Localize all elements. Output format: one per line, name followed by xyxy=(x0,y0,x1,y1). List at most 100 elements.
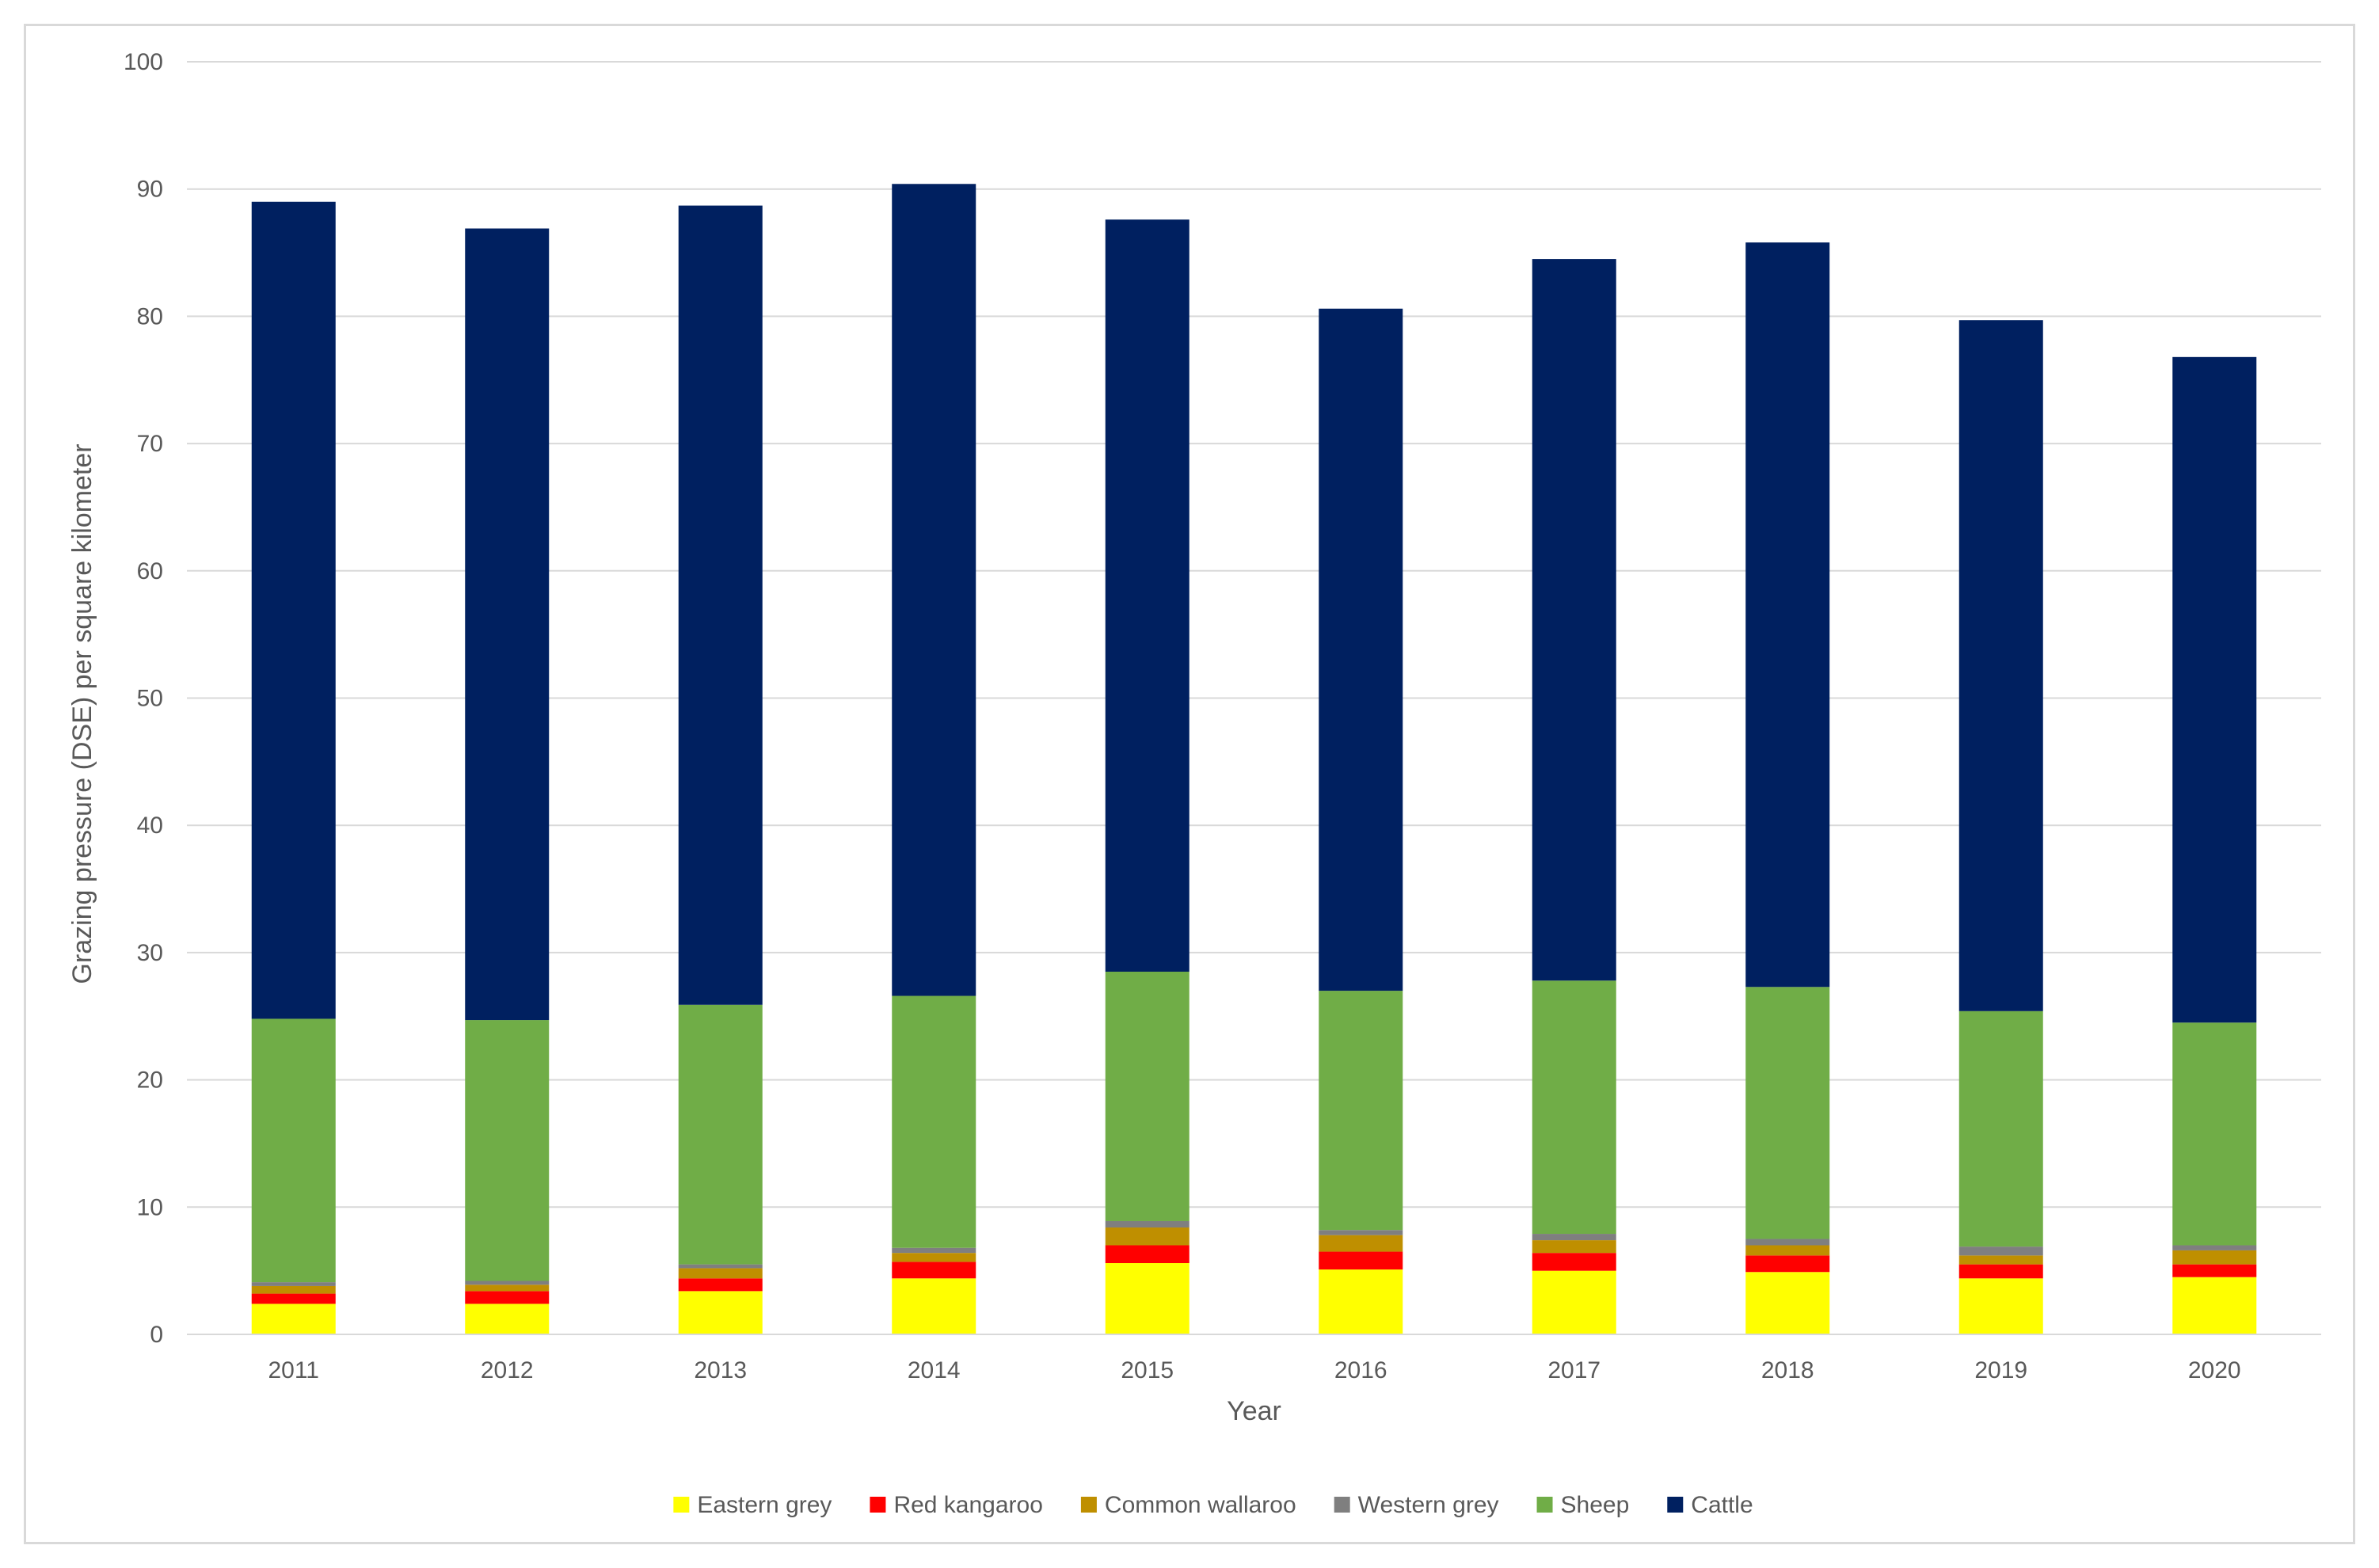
bar-common-wallaroo-2012 xyxy=(465,1284,550,1292)
bars xyxy=(251,184,2257,1334)
bar-eastern-grey-2018 xyxy=(1745,1272,1830,1334)
bar-common-wallaroo-2017 xyxy=(1532,1240,1616,1254)
bar-common-wallaroo-2013 xyxy=(678,1268,763,1279)
bar-western-grey-2011 xyxy=(251,1282,336,1286)
bar-red-kangaroo-2018 xyxy=(1745,1255,1830,1273)
bar-sheep-2018 xyxy=(1745,987,1830,1239)
y-axis-title: Grazing pressure (DSE) per square kilome… xyxy=(67,443,97,984)
bar-sheep-2015 xyxy=(1105,972,1190,1221)
legend-label-western-grey: Western grey xyxy=(1358,1492,1499,1518)
bar-western-grey-2017 xyxy=(1532,1234,1616,1241)
x-tick-label-2011: 2011 xyxy=(268,1357,319,1383)
legend-item-common-wallaroo: Common wallaroo xyxy=(1080,1492,1296,1518)
bar-cattle-2016 xyxy=(1319,308,1403,991)
y-tick-label-10: 10 xyxy=(137,1194,163,1220)
bar-western-grey-2013 xyxy=(678,1264,763,1269)
legend-swatch-sheep xyxy=(1536,1497,1553,1513)
bar-cattle-2012 xyxy=(465,228,550,1021)
x-tick-label-2016: 2016 xyxy=(1334,1357,1387,1383)
bar-red-kangaroo-2019 xyxy=(1958,1264,2043,1279)
bar-western-grey-2014 xyxy=(892,1247,976,1254)
y-tick-labels: 0 10 20 30 40 50 60 70 80 90 100 xyxy=(124,49,163,1348)
bar-cattle-2020 xyxy=(2172,356,2257,1023)
bar-common-wallaroo-2018 xyxy=(1745,1245,1830,1256)
bar-common-wallaroo-2019 xyxy=(1958,1255,2043,1265)
bar-sheep-2013 xyxy=(678,1004,763,1265)
legend-swatch-red-kangaroo xyxy=(870,1497,886,1513)
bar-red-kangaroo-2013 xyxy=(678,1278,763,1292)
legend: Eastern grey Red kangaroo Common wallaroo W… xyxy=(673,1492,1753,1518)
x-axis-title: Year xyxy=(1227,1396,1281,1426)
legend-item-red-kangaroo: Red kangaroo xyxy=(870,1492,1043,1518)
bar-sheep-2011 xyxy=(251,1018,336,1283)
legend-swatch-eastern-grey xyxy=(673,1497,690,1513)
x-tick-labels: 2011 2012 2013 2014 2015 2016 2017 2018 2019 2020 xyxy=(268,1357,2240,1383)
bar-red-kangaroo-2016 xyxy=(1319,1251,1403,1270)
bar-common-wallaroo-2011 xyxy=(251,1285,336,1294)
bar-eastern-grey-2012 xyxy=(465,1303,550,1334)
y-tick-label-50: 50 xyxy=(137,686,163,712)
bar-sheep-2019 xyxy=(1958,1010,2043,1247)
bar-western-grey-2016 xyxy=(1319,1230,1403,1235)
bar-red-kangaroo-2012 xyxy=(465,1291,550,1304)
bar-cattle-2018 xyxy=(1745,242,1830,988)
bar-common-wallaroo-2020 xyxy=(2172,1250,2257,1265)
y-tick-label-100: 100 xyxy=(124,49,163,75)
bar-common-wallaroo-2014 xyxy=(892,1253,976,1262)
y-tick-label-0: 0 xyxy=(150,1322,163,1348)
bar-eastern-grey-2020 xyxy=(2172,1277,2257,1334)
legend-swatch-cattle xyxy=(1667,1497,1684,1513)
bar-cattle-2013 xyxy=(678,205,763,1005)
y-tick-label-60: 60 xyxy=(137,558,163,584)
legend-swatch-western-grey xyxy=(1334,1497,1350,1513)
y-tick-label-80: 80 xyxy=(137,303,163,329)
bar-eastern-grey-2019 xyxy=(1958,1278,2043,1334)
bar-western-grey-2012 xyxy=(465,1281,550,1285)
bar-cattle-2014 xyxy=(892,184,976,996)
bar-eastern-grey-2014 xyxy=(892,1278,976,1334)
x-tick-label-2012: 2012 xyxy=(481,1357,534,1383)
legend-item-western-grey: Western grey xyxy=(1334,1492,1499,1518)
bar-common-wallaroo-2016 xyxy=(1319,1235,1403,1252)
x-tick-label-2013: 2013 xyxy=(694,1357,747,1383)
legend-label-sheep: Sheep xyxy=(1561,1492,1630,1518)
bar-sheep-2017 xyxy=(1532,980,1616,1235)
legend-label-common-wallaroo: Common wallaroo xyxy=(1105,1492,1296,1518)
legend-label-red-kangaroo: Red kangaroo xyxy=(893,1492,1042,1518)
bar-sheep-2016 xyxy=(1319,991,1403,1231)
legend-label-cattle: Cattle xyxy=(1691,1492,1753,1518)
y-tick-label-40: 40 xyxy=(137,813,163,839)
bar-sheep-2020 xyxy=(2172,1022,2257,1246)
bar-cattle-2015 xyxy=(1105,219,1190,972)
bar-western-grey-2019 xyxy=(1958,1246,2043,1256)
y-tick-label-90: 90 xyxy=(137,177,163,203)
bar-red-kangaroo-2020 xyxy=(2172,1264,2257,1277)
y-tick-label-30: 30 xyxy=(137,940,163,966)
bar-western-grey-2018 xyxy=(1745,1239,1830,1246)
bar-eastern-grey-2015 xyxy=(1105,1263,1190,1334)
bar-sheep-2014 xyxy=(892,995,976,1248)
bar-cattle-2019 xyxy=(1958,320,2043,1011)
x-tick-label-2017: 2017 xyxy=(1547,1357,1601,1383)
bar-sheep-2012 xyxy=(465,1020,550,1281)
bar-cattle-2017 xyxy=(1532,259,1616,981)
bar-red-kangaroo-2014 xyxy=(892,1262,976,1279)
x-tick-label-2018: 2018 xyxy=(1761,1357,1814,1383)
bar-red-kangaroo-2017 xyxy=(1532,1253,1616,1271)
x-tick-label-2019: 2019 xyxy=(1974,1357,2027,1383)
y-tick-label-20: 20 xyxy=(137,1068,163,1094)
bar-eastern-grey-2011 xyxy=(251,1303,336,1334)
bar-western-grey-2015 xyxy=(1105,1220,1190,1228)
chart-frame: 0 10 20 30 40 50 60 70 80 90 100 2011 2012 2013 2014 2… xyxy=(24,24,2355,1544)
bar-common-wallaroo-2015 xyxy=(1105,1227,1190,1246)
x-tick-label-2015: 2015 xyxy=(1121,1357,1174,1383)
bar-western-grey-2020 xyxy=(2172,1245,2257,1250)
bar-eastern-grey-2013 xyxy=(678,1291,763,1334)
y-tick-label-70: 70 xyxy=(137,431,163,457)
legend-item-eastern-grey: Eastern grey xyxy=(673,1492,832,1518)
x-tick-label-2020: 2020 xyxy=(2188,1357,2241,1383)
legend-swatch-common-wallaroo xyxy=(1080,1497,1097,1513)
x-tick-label-2014: 2014 xyxy=(908,1357,961,1383)
legend-item-sheep: Sheep xyxy=(1536,1492,1630,1518)
